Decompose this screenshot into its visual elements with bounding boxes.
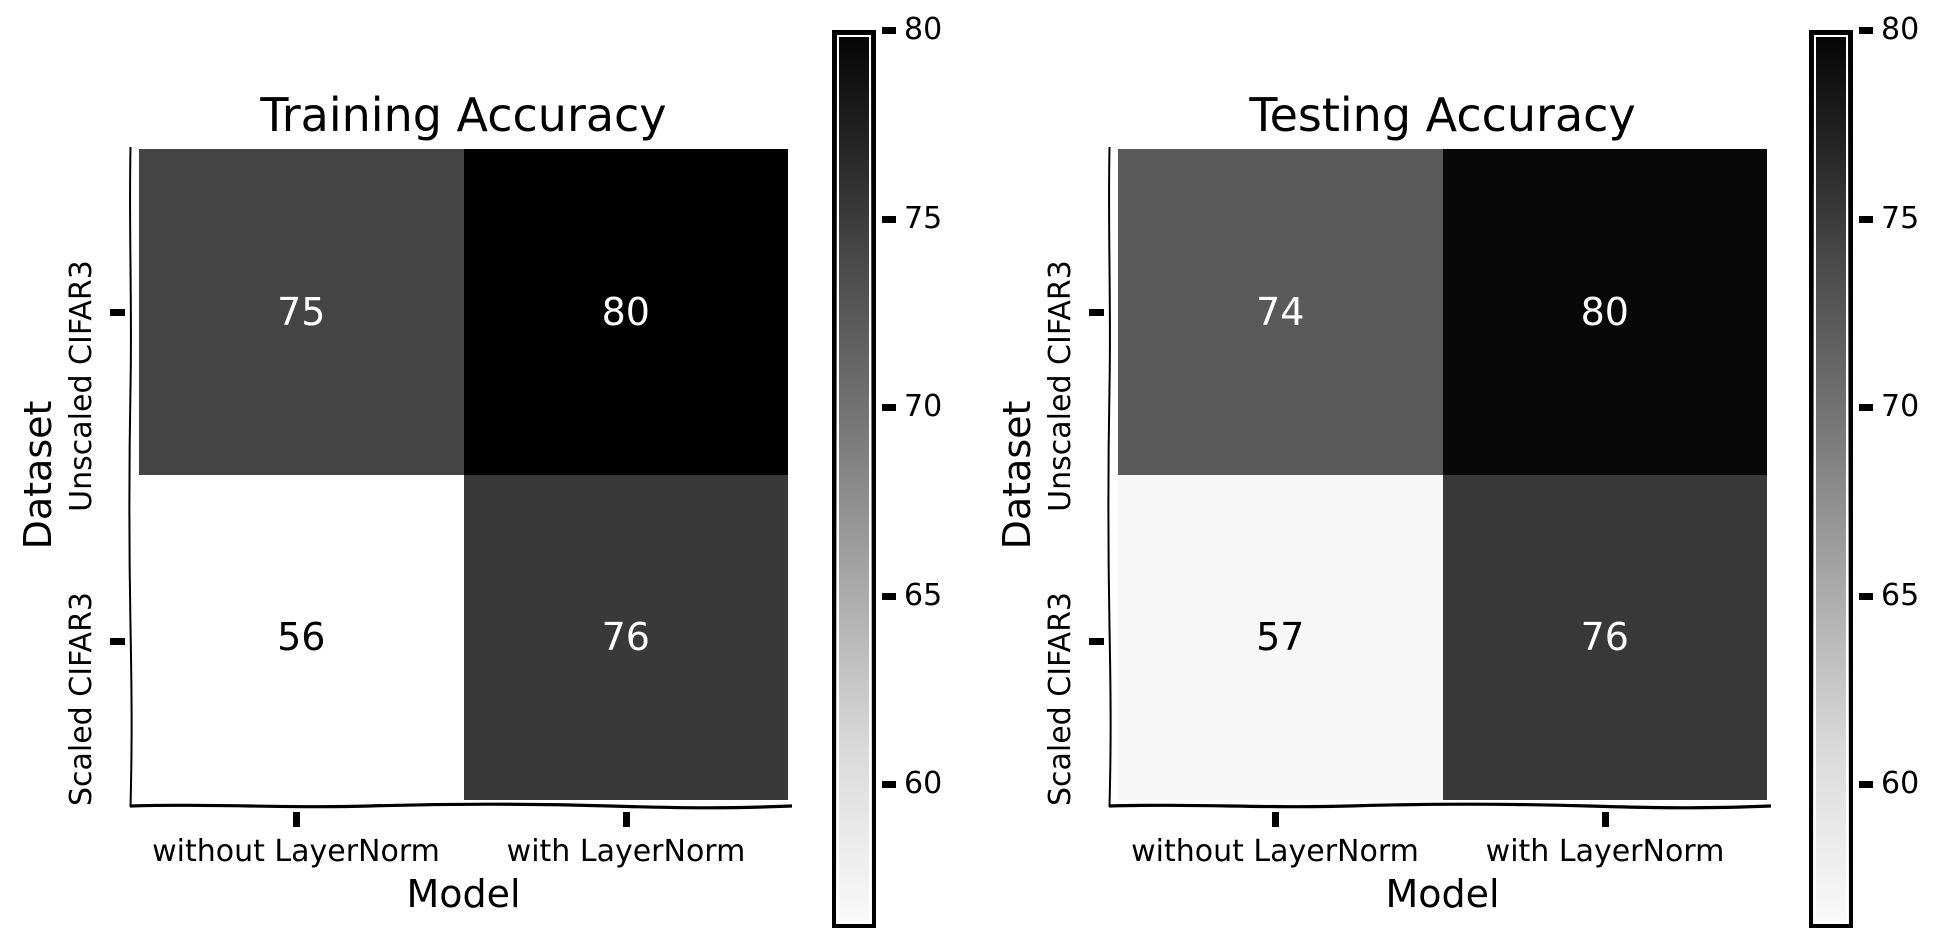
colorbar-tick	[882, 27, 896, 34]
y-tick-mark	[1089, 638, 1104, 645]
y-tick-mark	[110, 638, 125, 645]
x-tick-mark	[623, 812, 630, 827]
colorbar-tick	[882, 404, 896, 411]
heatmap-cell: 80	[463, 149, 788, 475]
y-tick-mark	[1089, 309, 1104, 316]
colorbar-label: 70	[904, 389, 943, 424]
left-spine	[1107, 147, 1112, 807]
y-tick-label-unscaled: Unscaled CIFAR3	[1043, 260, 1078, 512]
x-tick-mark	[1272, 812, 1279, 827]
heatmap-grid: 75 80 56 76	[139, 149, 788, 800]
x-axis-label: Model	[1385, 872, 1500, 916]
colorbar-label: 65	[904, 578, 943, 613]
x-axis-label: Model	[406, 872, 521, 916]
heatmap-grid: 74 80 57 76	[1118, 149, 1767, 800]
heatmap-cell: 76	[463, 474, 788, 800]
colorbar-label: 75	[904, 201, 943, 236]
colorbar-tick	[1859, 404, 1873, 411]
colorbar	[1809, 30, 1853, 928]
bottom-spine	[130, 802, 792, 810]
y-tick-mark	[110, 309, 125, 316]
chart-title: Testing Accuracy	[1249, 88, 1636, 142]
colorbar-tick	[882, 593, 896, 600]
heatmap-cell: 80	[1442, 149, 1767, 475]
heatmap-cell: 76	[1442, 474, 1767, 800]
heatmap-cell: 74	[1118, 149, 1443, 475]
y-axis-label: Dataset	[16, 400, 60, 550]
x-tick-label-without-layernorm: without LayerNorm	[152, 834, 440, 869]
y-tick-label-scaled: Scaled CIFAR3	[64, 591, 99, 807]
colorbar-label: 80	[1881, 12, 1920, 47]
colorbar-tick	[1859, 27, 1873, 34]
colorbar-tick	[882, 216, 896, 223]
colorbar-label: 80	[904, 12, 943, 47]
testing-accuracy-panel: Testing Accuracy Dataset Unscaled CIFAR3…	[979, 0, 1945, 947]
bottom-spine	[1109, 802, 1771, 810]
left-spine	[128, 147, 133, 807]
colorbar-tick	[882, 781, 896, 788]
colorbar-label: 60	[1881, 766, 1920, 801]
colorbar-label: 60	[904, 766, 943, 801]
colorbar-tick	[1859, 593, 1873, 600]
training-accuracy-panel: Training Accuracy Dataset Unscaled CIFAR…	[0, 0, 972, 947]
x-tick-label-without-layernorm: without LayerNorm	[1131, 834, 1419, 869]
heatmap-cell: 57	[1118, 474, 1443, 800]
heatmap-cell: 75	[139, 149, 464, 475]
x-tick-mark	[293, 812, 300, 827]
x-tick-mark	[1602, 812, 1609, 827]
colorbar	[832, 30, 876, 928]
colorbar-label: 75	[1881, 201, 1920, 236]
colorbar-tick	[1859, 781, 1873, 788]
x-tick-label-with-layernorm: with LayerNorm	[506, 834, 746, 869]
heatmap-cell: 56	[139, 474, 464, 800]
colorbar-label: 70	[1881, 389, 1920, 424]
colorbar-label: 65	[1881, 578, 1920, 613]
y-tick-label-unscaled: Unscaled CIFAR3	[64, 260, 99, 512]
colorbar-tick	[1859, 216, 1873, 223]
chart-title: Training Accuracy	[260, 88, 667, 142]
x-tick-label-with-layernorm: with LayerNorm	[1485, 834, 1725, 869]
y-axis-label: Dataset	[995, 400, 1039, 550]
y-tick-label-scaled: Scaled CIFAR3	[1043, 591, 1078, 807]
